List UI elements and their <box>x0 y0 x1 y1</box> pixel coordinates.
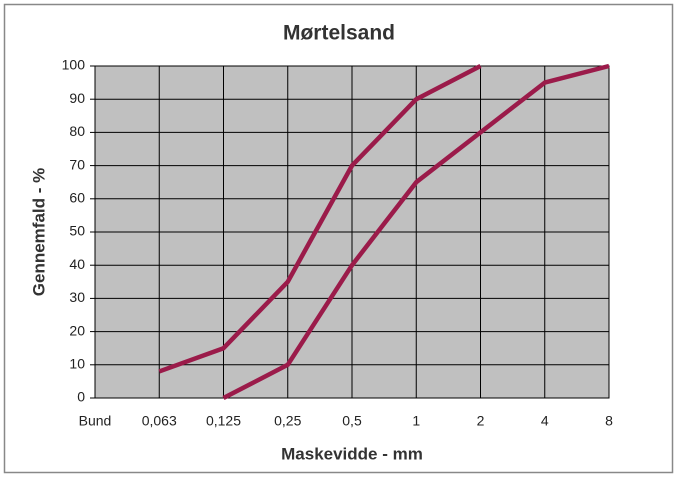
x-tick-label: Bund <box>79 413 112 429</box>
x-tick-label: 0,5 <box>342 413 362 429</box>
x-tick-label: 2 <box>477 413 485 429</box>
y-tick-label: 80 <box>69 123 85 139</box>
x-tick-label: 1 <box>412 413 420 429</box>
x-tick-label: 8 <box>605 413 613 429</box>
chart-title: Mørtelsand <box>283 22 395 45</box>
y-tick-label: 90 <box>69 90 85 106</box>
x-tick-label: 0,063 <box>142 413 177 429</box>
y-tick-label: 20 <box>69 322 85 338</box>
y-axis-label: Gennemfald - % <box>29 168 48 296</box>
y-tick-label: 60 <box>69 190 85 206</box>
y-tick-label: 100 <box>62 57 86 73</box>
data-line <box>158 64 482 374</box>
x-tick-label: 0,25 <box>274 413 301 429</box>
y-tick-label: 10 <box>69 356 85 372</box>
y-tick-label: 70 <box>69 156 85 172</box>
y-tick-label: 50 <box>69 223 85 239</box>
y-tick-label: 40 <box>69 256 85 272</box>
x-tick-label: 4 <box>541 413 549 429</box>
data-line <box>222 63 610 400</box>
x-axis-label: Maskevidde - mm <box>281 444 423 463</box>
y-tick-label: 0 <box>77 389 85 405</box>
y-tick-label: 30 <box>69 289 85 305</box>
x-tick-label: 0,125 <box>206 413 241 429</box>
